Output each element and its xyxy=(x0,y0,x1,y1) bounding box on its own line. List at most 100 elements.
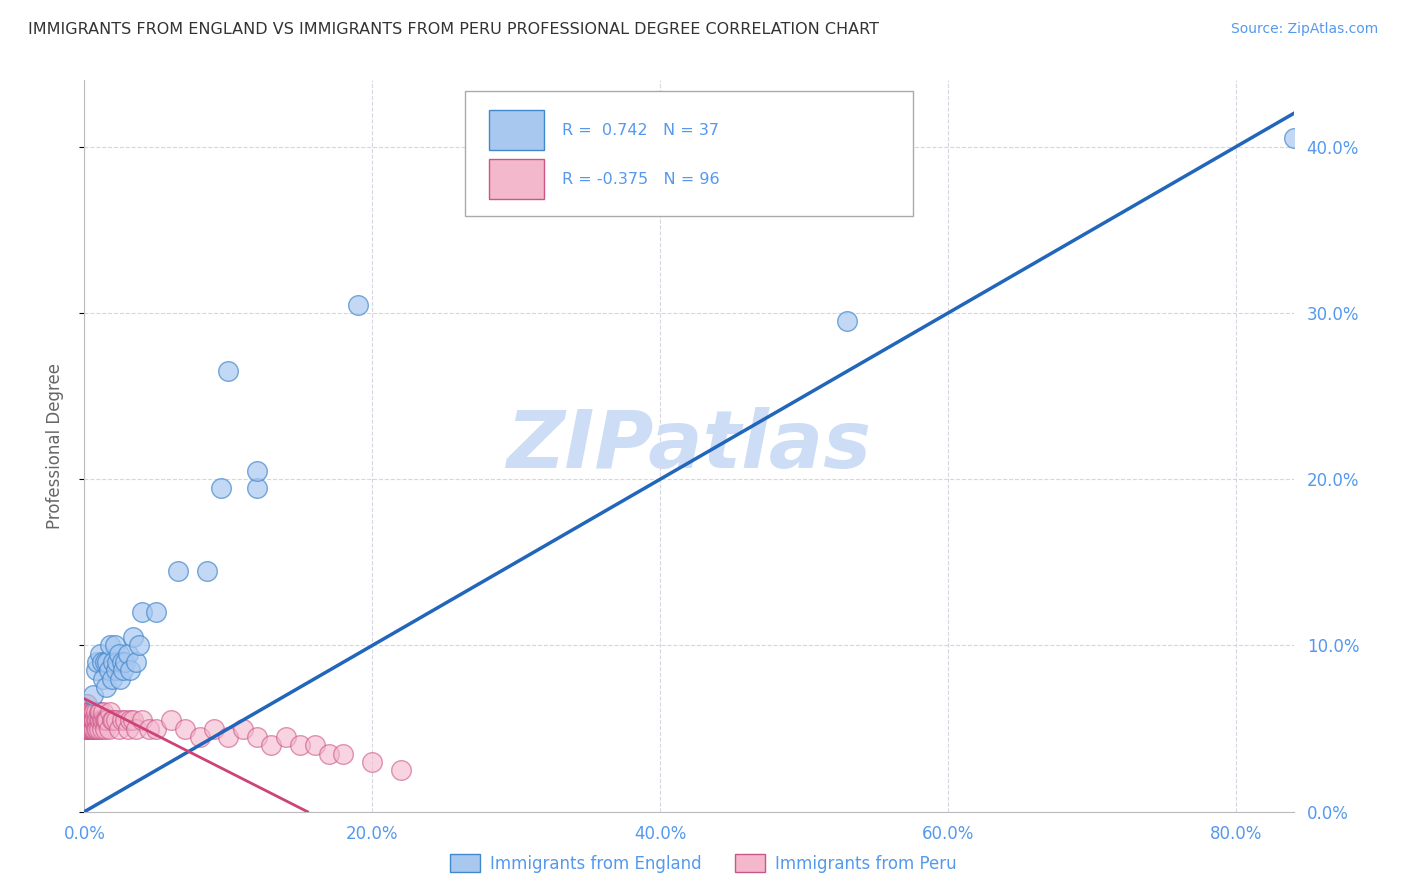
Point xyxy=(76,714,98,728)
Point xyxy=(76,714,98,728)
Point xyxy=(108,647,131,661)
Point xyxy=(90,655,112,669)
Point xyxy=(86,722,108,736)
Point xyxy=(77,714,100,728)
Point xyxy=(110,672,132,686)
Text: ZIPatlas: ZIPatlas xyxy=(506,407,872,485)
Point xyxy=(75,705,97,719)
Point xyxy=(138,722,160,736)
Point xyxy=(80,714,103,728)
Point xyxy=(195,564,218,578)
Point xyxy=(332,747,354,761)
Point xyxy=(837,314,859,328)
Point xyxy=(75,705,97,719)
Point xyxy=(79,705,101,719)
Point xyxy=(84,714,107,728)
Point xyxy=(117,722,139,736)
Point xyxy=(97,722,120,736)
Point xyxy=(76,705,98,719)
Point xyxy=(111,714,134,728)
Point xyxy=(79,714,101,728)
Point xyxy=(82,705,104,719)
Point xyxy=(93,655,115,669)
Point xyxy=(93,714,115,728)
Legend: Immigrants from England, Immigrants from Peru: Immigrants from England, Immigrants from… xyxy=(443,847,963,880)
Point xyxy=(83,714,105,728)
Point xyxy=(76,722,98,736)
Point xyxy=(75,705,97,719)
Point xyxy=(76,705,98,719)
Point xyxy=(94,714,117,728)
Point xyxy=(89,714,111,728)
Point xyxy=(80,722,103,736)
Point xyxy=(87,705,110,719)
Point xyxy=(145,722,167,736)
Point xyxy=(145,605,167,619)
Point xyxy=(76,697,98,711)
Point xyxy=(77,722,100,736)
Point xyxy=(96,655,118,669)
Point xyxy=(84,705,107,719)
Point xyxy=(117,647,139,661)
Point xyxy=(125,655,148,669)
Point xyxy=(112,664,135,678)
Point xyxy=(86,655,108,669)
Point xyxy=(75,722,97,736)
Point xyxy=(76,714,98,728)
Point xyxy=(217,364,239,378)
Point xyxy=(108,722,131,736)
Point xyxy=(361,755,384,769)
Point xyxy=(76,722,98,736)
Point xyxy=(87,714,110,728)
Point xyxy=(100,672,122,686)
Point xyxy=(77,705,100,719)
Point xyxy=(75,714,97,728)
Point xyxy=(77,722,100,736)
Point xyxy=(114,714,136,728)
Point xyxy=(100,714,122,728)
Point xyxy=(188,730,211,744)
Point xyxy=(174,722,197,736)
Point xyxy=(83,705,105,719)
Y-axis label: Professional Degree: Professional Degree xyxy=(45,363,63,529)
Point xyxy=(167,564,190,578)
Point xyxy=(82,689,104,703)
Bar xyxy=(489,110,544,150)
Point xyxy=(101,655,124,669)
Point xyxy=(105,714,128,728)
Point xyxy=(274,730,297,744)
Point xyxy=(80,714,103,728)
Point xyxy=(82,722,104,736)
Point xyxy=(122,630,145,644)
Point xyxy=(246,730,269,744)
Point xyxy=(84,664,107,678)
Point xyxy=(77,722,100,736)
Point xyxy=(131,605,153,619)
Point xyxy=(111,655,134,669)
Point xyxy=(246,481,269,495)
Point xyxy=(89,705,111,719)
Text: IMMIGRANTS FROM ENGLAND VS IMMIGRANTS FROM PERU PROFESSIONAL DEGREE CORRELATION : IMMIGRANTS FROM ENGLAND VS IMMIGRANTS FR… xyxy=(28,22,879,37)
Point xyxy=(107,655,129,669)
Text: Source: ZipAtlas.com: Source: ZipAtlas.com xyxy=(1230,22,1378,37)
Point xyxy=(79,722,101,736)
Point xyxy=(87,722,110,736)
Point xyxy=(76,705,98,719)
Point xyxy=(91,714,114,728)
Point xyxy=(96,714,118,728)
Point xyxy=(120,664,142,678)
Point xyxy=(128,639,150,653)
Point xyxy=(76,714,98,728)
Point xyxy=(202,722,225,736)
Point xyxy=(209,481,232,495)
Point xyxy=(75,697,97,711)
Text: R = -0.375   N = 96: R = -0.375 N = 96 xyxy=(562,171,720,186)
Point xyxy=(77,705,100,719)
Point xyxy=(75,714,97,728)
Point xyxy=(304,738,326,752)
Point xyxy=(347,298,370,312)
Point xyxy=(80,722,103,736)
Point xyxy=(83,714,105,728)
Point xyxy=(1282,131,1305,145)
Point xyxy=(86,714,108,728)
